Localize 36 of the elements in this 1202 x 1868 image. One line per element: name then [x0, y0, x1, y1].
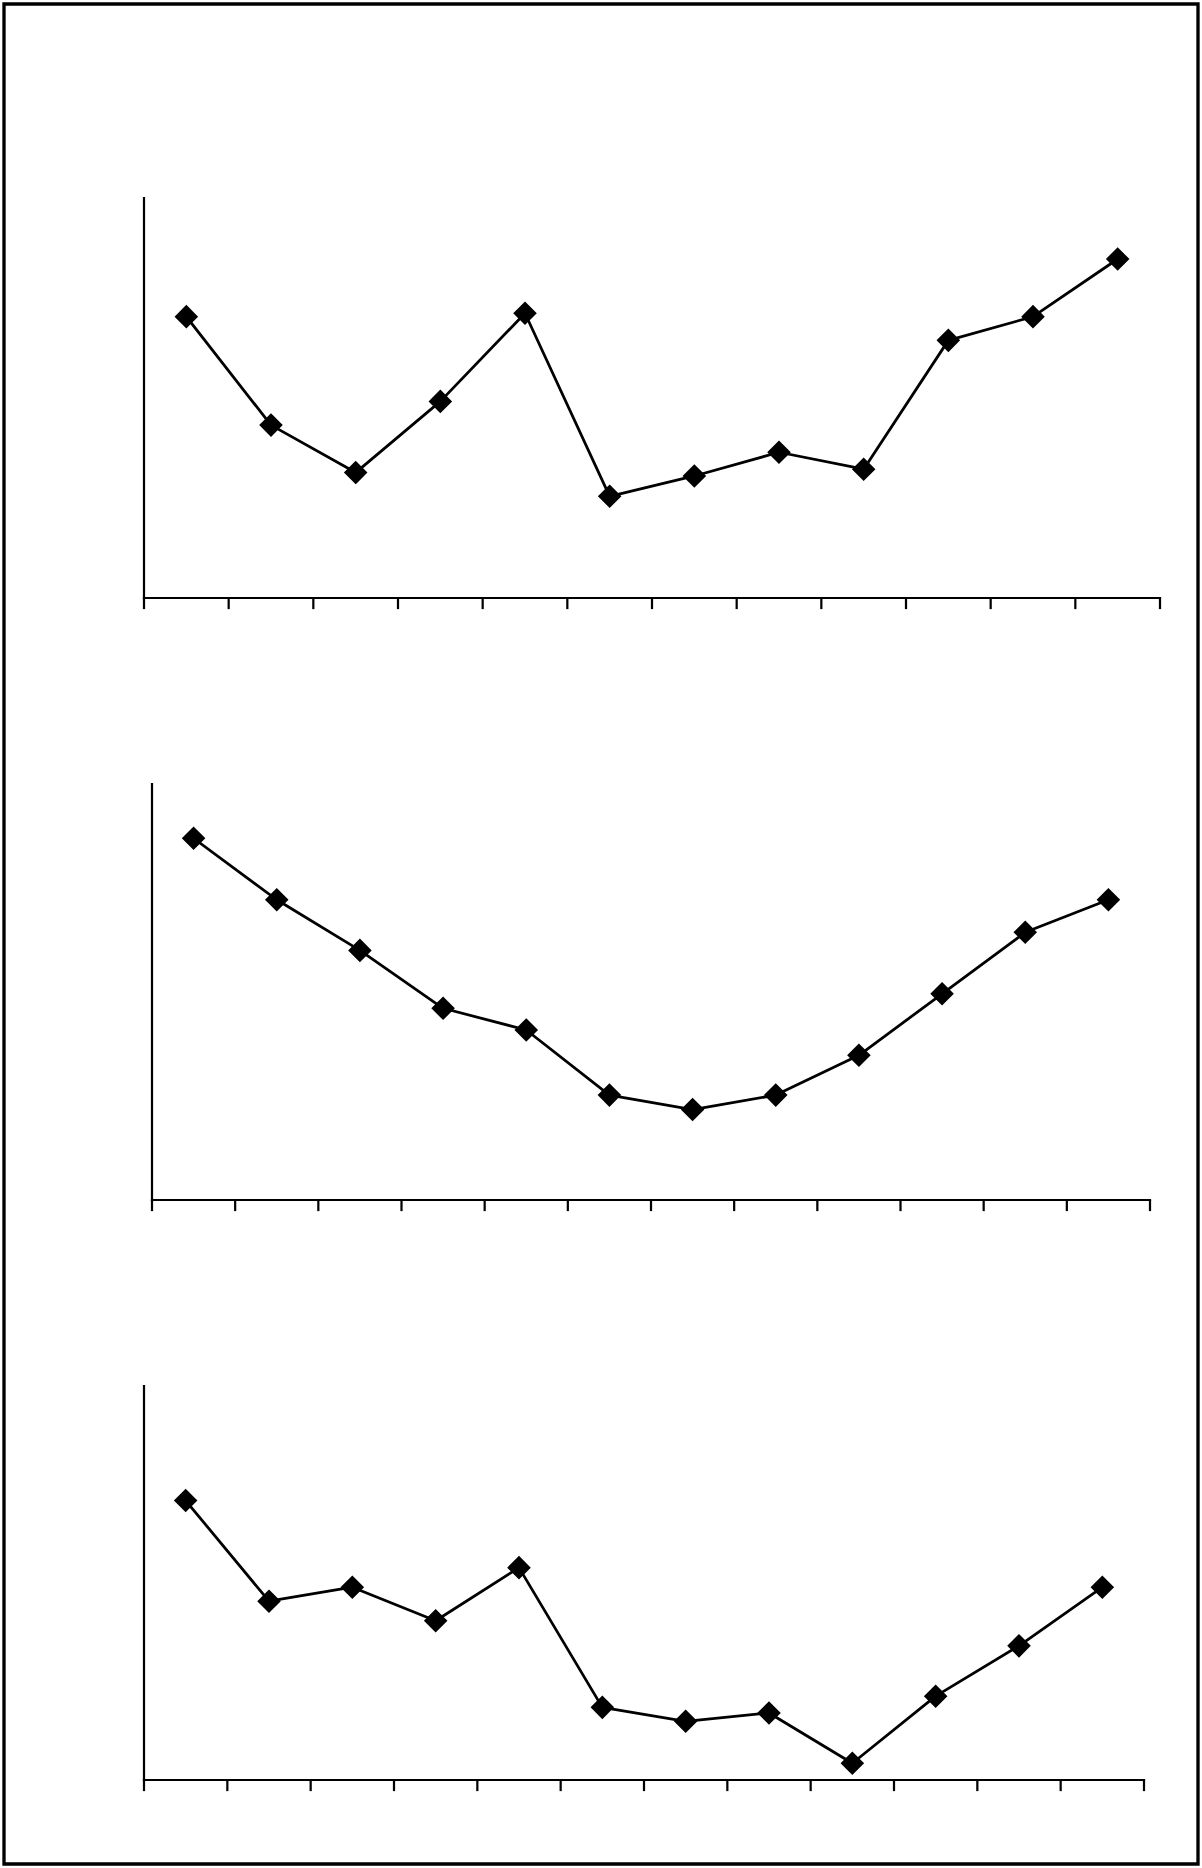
- point: [930, 982, 954, 1006]
- point: [1097, 888, 1120, 911]
- point: [182, 827, 205, 850]
- point: [764, 1083, 787, 1107]
- point: [175, 305, 198, 328]
- point: [841, 1752, 864, 1775]
- point: [852, 457, 875, 481]
- point: [598, 1083, 621, 1107]
- point: [683, 464, 706, 488]
- point: [1014, 921, 1037, 944]
- point: [507, 1556, 531, 1579]
- point: [767, 441, 791, 464]
- point: [257, 1589, 281, 1613]
- point: [1007, 1634, 1031, 1658]
- point: [348, 939, 372, 962]
- point: [341, 1575, 364, 1599]
- point: [429, 390, 452, 413]
- point: [598, 485, 621, 508]
- point: [924, 1684, 947, 1708]
- point: [515, 1018, 538, 1042]
- point: [431, 997, 455, 1020]
- point: [757, 1701, 781, 1725]
- point: [1021, 305, 1045, 328]
- point: [591, 1696, 614, 1719]
- point: [681, 1098, 704, 1121]
- point: [674, 1710, 697, 1733]
- point: [513, 302, 537, 325]
- point: [344, 461, 367, 484]
- point: [1106, 247, 1129, 271]
- point: [937, 329, 960, 352]
- point: [174, 1489, 197, 1512]
- point: [424, 1609, 447, 1632]
- point: [847, 1044, 871, 1067]
- point: [265, 888, 288, 911]
- point: [1091, 1575, 1114, 1599]
- point: [259, 413, 283, 437]
